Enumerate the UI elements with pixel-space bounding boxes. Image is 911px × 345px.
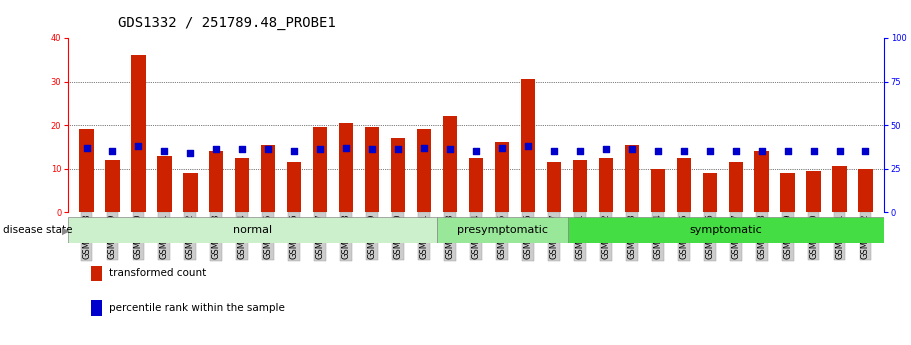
- Point: [79, 145, 94, 150]
- Bar: [702, 173, 717, 212]
- Point: [677, 148, 691, 154]
- Bar: [547, 162, 561, 212]
- Bar: [521, 79, 535, 212]
- Point: [312, 147, 327, 152]
- Point: [495, 145, 509, 150]
- Bar: [858, 169, 873, 212]
- Point: [339, 145, 353, 150]
- Bar: [625, 145, 639, 212]
- Bar: [131, 55, 146, 212]
- Point: [702, 148, 717, 154]
- Point: [183, 150, 198, 156]
- Text: percentile rank within the sample: percentile rank within the sample: [109, 303, 285, 313]
- Bar: [469, 158, 483, 212]
- Point: [261, 147, 275, 152]
- Text: transformed count: transformed count: [109, 268, 207, 278]
- Point: [416, 145, 431, 150]
- Bar: [573, 160, 587, 212]
- Bar: [106, 160, 119, 212]
- Point: [833, 148, 847, 154]
- Bar: [754, 151, 769, 212]
- Text: presymptomatic: presymptomatic: [456, 225, 548, 235]
- Point: [287, 148, 302, 154]
- Point: [781, 148, 795, 154]
- Bar: [495, 142, 509, 212]
- Point: [131, 143, 146, 149]
- Text: normal: normal: [233, 225, 272, 235]
- Point: [806, 148, 821, 154]
- Point: [443, 147, 457, 152]
- Bar: [443, 116, 457, 212]
- Bar: [287, 162, 302, 212]
- Bar: [313, 127, 327, 212]
- Bar: [806, 171, 821, 212]
- Bar: [365, 127, 379, 212]
- Text: symptomatic: symptomatic: [690, 225, 763, 235]
- Point: [547, 148, 561, 154]
- Bar: [781, 173, 794, 212]
- Text: ▶: ▶: [62, 226, 69, 235]
- Bar: [339, 123, 353, 212]
- Bar: [79, 129, 94, 212]
- Bar: [568, 217, 884, 243]
- Bar: [183, 173, 198, 212]
- Point: [157, 148, 171, 154]
- Bar: [650, 169, 665, 212]
- Text: GDS1332 / 251789.48_PROBE1: GDS1332 / 251789.48_PROBE1: [118, 16, 336, 30]
- Point: [729, 148, 743, 154]
- Point: [364, 147, 379, 152]
- Text: disease state: disease state: [3, 226, 72, 235]
- Bar: [68, 217, 436, 243]
- Point: [105, 148, 119, 154]
- Bar: [261, 145, 275, 212]
- Point: [858, 148, 873, 154]
- Bar: [729, 162, 742, 212]
- Point: [235, 147, 250, 152]
- Bar: [436, 217, 568, 243]
- Point: [468, 148, 483, 154]
- Bar: [833, 166, 846, 212]
- Bar: [158, 156, 171, 212]
- Point: [599, 147, 613, 152]
- Bar: [417, 129, 431, 212]
- Bar: [677, 158, 691, 212]
- Point: [209, 147, 223, 152]
- Point: [391, 147, 405, 152]
- Point: [521, 143, 536, 149]
- Point: [650, 148, 665, 154]
- Point: [625, 147, 640, 152]
- Bar: [391, 138, 405, 212]
- Bar: [235, 158, 250, 212]
- Point: [754, 148, 769, 154]
- Bar: [210, 151, 223, 212]
- Bar: [599, 158, 613, 212]
- Point: [573, 148, 588, 154]
